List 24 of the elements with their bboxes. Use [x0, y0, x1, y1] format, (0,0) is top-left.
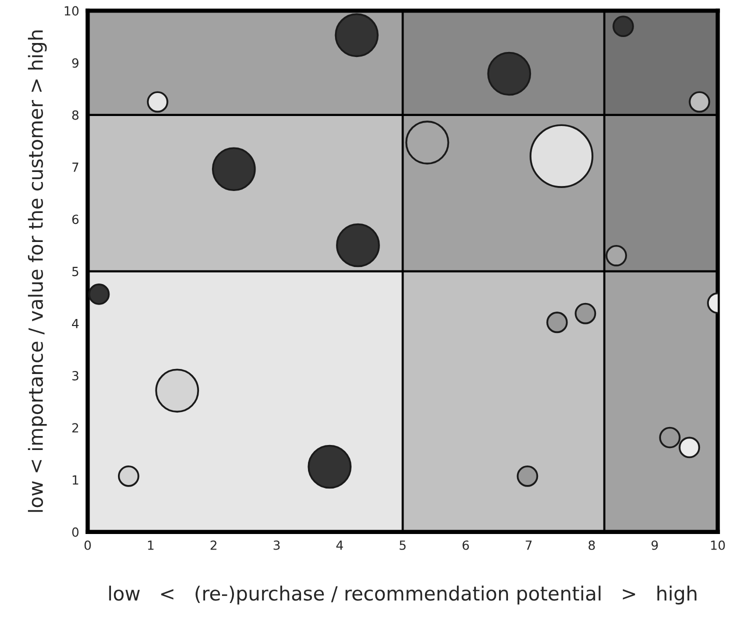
x-tick-label: 4	[336, 540, 343, 550]
y-tick-label: 1	[72, 475, 78, 485]
x-tick-label: 10	[711, 540, 725, 550]
x-tick-label: 3	[274, 540, 280, 550]
y-tick-label: 3	[72, 371, 78, 380]
x-tick-label: 7	[526, 540, 532, 550]
x-tick-label: 2	[210, 540, 216, 550]
x-axis-title: low < (re-)purchase / recommendation potential > high	[109, 586, 696, 604]
x-tick-label: 5	[400, 540, 406, 550]
y-tick-label: 5	[72, 266, 78, 276]
x-tick-label: 1	[148, 540, 154, 550]
y-axis-title: low < importance / value for the customer > high	[28, 30, 47, 512]
y-tick-label: 6	[72, 214, 79, 224]
y-tick-label: 9	[72, 58, 78, 68]
x-tick-label: 0	[84, 540, 91, 550]
x-tick-label: 6	[462, 540, 469, 550]
y-tick-label: 0	[72, 527, 79, 537]
y-tick-label: 4	[72, 319, 79, 328]
y-tick-label: 8	[72, 110, 78, 120]
x-tick-label: 9	[652, 540, 658, 550]
y-tick-label: 7	[72, 162, 78, 172]
x-tick-label: 8	[588, 540, 595, 550]
y-tick-label: 2	[72, 423, 78, 432]
y-tick-label: 10	[64, 6, 79, 16]
